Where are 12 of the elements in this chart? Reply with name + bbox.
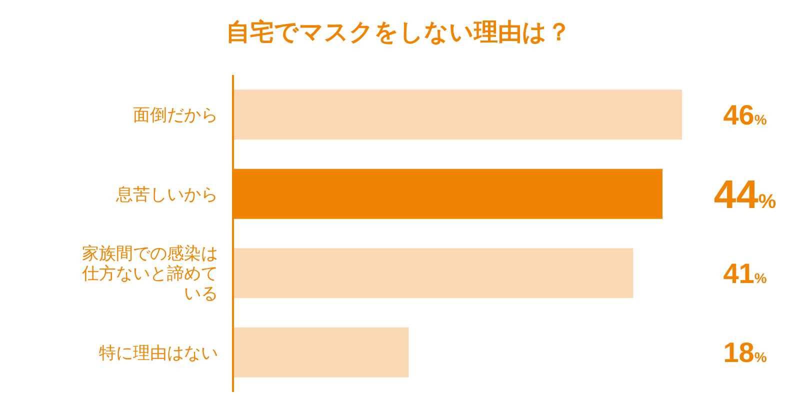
y-tick-label: 息苦しいから [115,184,218,204]
data-label: 44% [714,172,776,217]
y-tick-label: 面倒だから [133,106,218,125]
y-tick-label: 家族間での感染は仕方ないと諦めている [81,244,218,304]
data-label: 46% [723,99,768,130]
bar [233,327,409,378]
chart-title: 自宅でマスクをしない理由は？ [226,18,571,46]
bar [233,90,682,140]
y-tick-label: 特に理由はない [99,343,218,362]
bar [233,248,634,298]
data-label: 18% [723,337,768,368]
data-label: 41% [723,258,768,289]
